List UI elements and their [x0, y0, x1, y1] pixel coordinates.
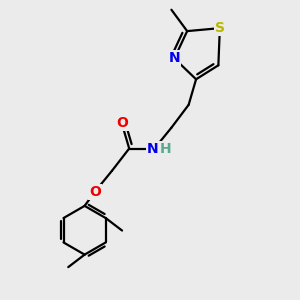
Text: O: O: [116, 116, 128, 130]
Text: N: N: [146, 142, 158, 155]
Text: H: H: [160, 142, 172, 155]
Text: O: O: [89, 184, 101, 199]
Text: N: N: [169, 52, 180, 65]
Text: S: S: [215, 21, 225, 35]
